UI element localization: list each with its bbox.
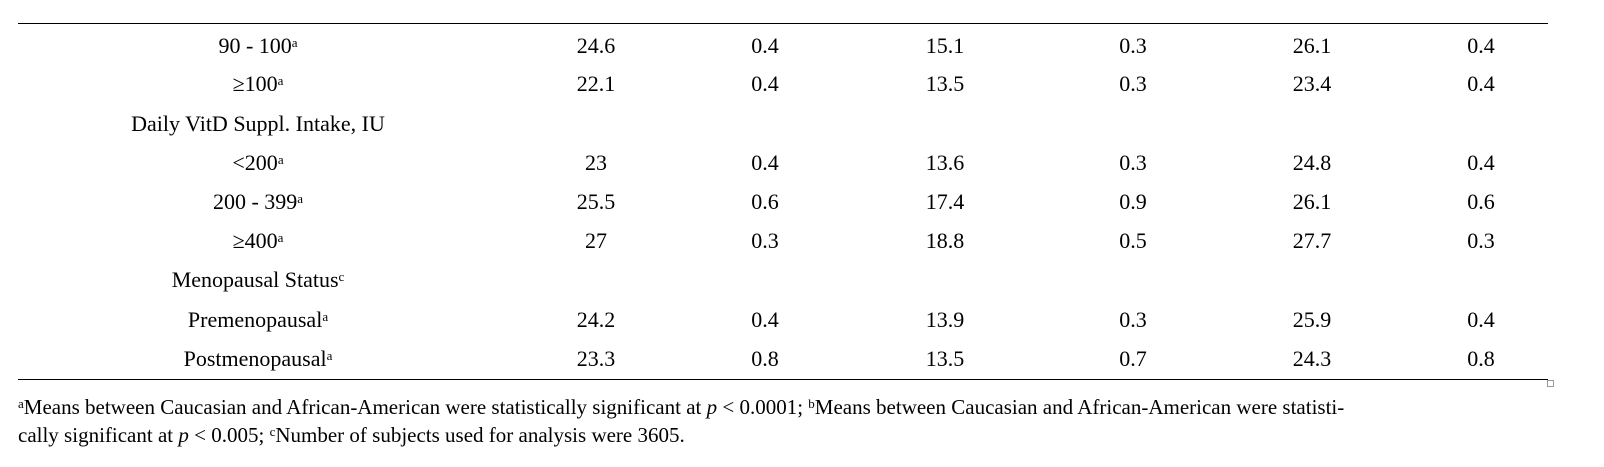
table-cell: 26.1 bbox=[1292, 33, 1332, 58]
table-cell: 23 bbox=[585, 150, 607, 175]
superscript: a bbox=[326, 348, 333, 363]
table-cell: 0.3 bbox=[1119, 33, 1147, 58]
table-cell: 24.2 bbox=[576, 307, 616, 332]
row-label: <200a bbox=[232, 150, 283, 176]
table-cell: 0.3 bbox=[1119, 71, 1147, 96]
footnote-line: cally significant at p < 0.005; cNumber … bbox=[18, 422, 685, 448]
table-cell: 0.5 bbox=[1119, 228, 1147, 253]
footnote-text: cally significant at bbox=[18, 423, 179, 447]
table-cell: 13.6 bbox=[925, 150, 965, 175]
italic-text: p bbox=[706, 395, 718, 419]
italic-text: p bbox=[178, 423, 189, 447]
superscript: a bbox=[277, 152, 284, 167]
table-cell: 25.9 bbox=[1292, 307, 1332, 332]
row-label-text: 200 - 399 bbox=[212, 189, 298, 214]
table-cell: 0.3 bbox=[1119, 307, 1147, 332]
table-cell: 26.1 bbox=[1292, 189, 1332, 214]
footnote-text: Means between Caucasian and African-Amer… bbox=[814, 395, 1345, 419]
table-cell: 0.4 bbox=[1467, 307, 1495, 332]
table-cell: 24.8 bbox=[1292, 150, 1332, 175]
table-cell: 22.1 bbox=[576, 71, 616, 96]
superscript: a bbox=[291, 35, 298, 50]
row-label-text: ≥400 bbox=[232, 228, 278, 253]
bottom-rule bbox=[18, 379, 1548, 380]
table-cell: 13.9 bbox=[925, 307, 965, 332]
superscript: a bbox=[18, 396, 24, 411]
row-label: Daily VitD Suppl. Intake, IU bbox=[131, 111, 385, 137]
table-cell: 13.5 bbox=[925, 346, 965, 371]
row-label: ≥100a bbox=[233, 71, 284, 97]
footnote-text: < 0.005; bbox=[188, 423, 270, 447]
row-label-text: 90 - 100 bbox=[218, 33, 292, 58]
row-label: 200 - 399a bbox=[213, 189, 303, 215]
table-cell: 0.4 bbox=[751, 307, 779, 332]
table-cell: 25.5 bbox=[576, 189, 616, 214]
row-label-text: Premenopausal bbox=[187, 307, 323, 332]
superscript: a bbox=[277, 230, 284, 245]
table-cell: 0.4 bbox=[1467, 33, 1495, 58]
row-label: Menopausal Statusc bbox=[172, 267, 345, 293]
table-cell: 13.5 bbox=[925, 71, 965, 96]
table-cell: 0.3 bbox=[1119, 150, 1147, 175]
table-cell: 23.3 bbox=[576, 346, 616, 371]
table-cell: 0.8 bbox=[751, 346, 779, 371]
row-label: ≥400a bbox=[233, 228, 284, 254]
corner-mark bbox=[1547, 380, 1554, 387]
row-label-text: <200 bbox=[232, 150, 278, 175]
table-cell: 0.3 bbox=[751, 228, 779, 253]
superscript: a bbox=[322, 309, 329, 324]
table-cell: 0.8 bbox=[1467, 346, 1495, 371]
table-cell: 0.6 bbox=[751, 189, 779, 214]
table-cell: 0.4 bbox=[751, 71, 779, 96]
table-cell: 0.7 bbox=[1119, 346, 1147, 371]
table-cell: 0.4 bbox=[1467, 71, 1495, 96]
table-cell: 17.4 bbox=[925, 189, 965, 214]
table-cell: 24.6 bbox=[576, 33, 616, 58]
table-cell: 0.6 bbox=[1467, 189, 1495, 214]
superscript: a bbox=[277, 73, 284, 88]
footnote-text: Means between Caucasian and African-Amer… bbox=[23, 395, 707, 419]
superscript: c bbox=[269, 424, 276, 439]
table-cell: 18.8 bbox=[925, 228, 965, 253]
footnote-line: aMeans between Caucasian and African-Ame… bbox=[18, 394, 1344, 420]
table-cell: 0.4 bbox=[1467, 150, 1495, 175]
superscript: a bbox=[297, 191, 304, 206]
row-label-text: Menopausal Status bbox=[171, 267, 339, 292]
table-cell: 27 bbox=[585, 228, 607, 253]
footnote-text: Number of subjects used for analysis wer… bbox=[275, 423, 685, 447]
row-label-text: Daily VitD Suppl. Intake, IU bbox=[131, 111, 385, 136]
row-label-text: ≥100 bbox=[232, 71, 278, 96]
row-label: Postmenopausala bbox=[184, 346, 333, 372]
superscript: c bbox=[338, 269, 345, 284]
table-cell: 0.3 bbox=[1467, 228, 1495, 253]
table-cell: 27.7 bbox=[1292, 228, 1332, 253]
top-rule bbox=[18, 23, 1548, 24]
table-cell: 23.4 bbox=[1292, 71, 1332, 96]
superscript: b bbox=[808, 396, 815, 411]
footnote-text: < 0.0001; bbox=[717, 395, 809, 419]
table-cell: 24.3 bbox=[1292, 346, 1332, 371]
table-cell: 0.4 bbox=[751, 150, 779, 175]
table-cell: 15.1 bbox=[925, 33, 965, 58]
row-label: 90 - 100a bbox=[218, 33, 297, 59]
table-cell: 0.9 bbox=[1119, 189, 1147, 214]
table-cell: 0.4 bbox=[751, 33, 779, 58]
row-label-text: Postmenopausal bbox=[183, 346, 327, 371]
row-label: Premenopausala bbox=[188, 307, 328, 333]
